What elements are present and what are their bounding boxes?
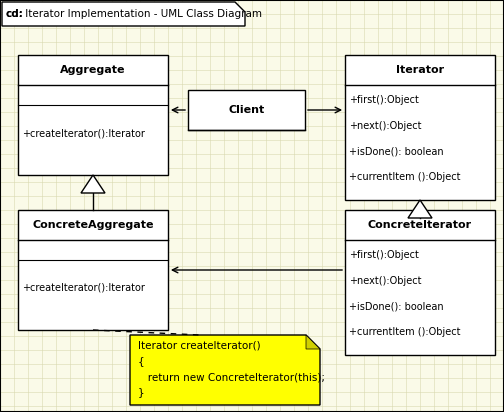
Text: ConcreteAggregate: ConcreteAggregate: [32, 220, 154, 230]
Text: {: {: [138, 356, 145, 366]
Text: Iterator createIterator(): Iterator createIterator(): [138, 341, 261, 351]
Bar: [188, 90, 305, 130]
Text: cd:: cd:: [6, 9, 24, 19]
Text: +currentItem ():Object: +currentItem ():Object: [349, 172, 461, 182]
Text: +currentItem ():Object: +currentItem ():Object: [349, 327, 461, 337]
Text: }: }: [138, 388, 145, 398]
Text: +createIterator():Iterator: +createIterator():Iterator: [22, 128, 145, 138]
Polygon shape: [408, 200, 432, 218]
Polygon shape: [81, 175, 105, 193]
Text: +next():Object: +next():Object: [349, 276, 421, 286]
Text: +createIterator():Iterator: +createIterator():Iterator: [22, 283, 145, 293]
Polygon shape: [130, 335, 320, 405]
Bar: [345, 55, 495, 200]
Polygon shape: [2, 2, 245, 26]
Text: return new ConcreteIterator(this);: return new ConcreteIterator(this);: [138, 372, 325, 382]
Polygon shape: [306, 335, 320, 349]
Text: cd: Iterator Implementation - UML Class Diagram: cd: Iterator Implementation - UML Class …: [6, 9, 262, 19]
Bar: [345, 210, 495, 355]
Text: +first():Object: +first():Object: [349, 95, 419, 105]
Text: Aggregate: Aggregate: [60, 65, 126, 75]
Bar: [18, 55, 168, 175]
Text: +isDone(): boolean: +isDone(): boolean: [349, 146, 444, 157]
Text: Iterator: Iterator: [396, 65, 444, 75]
Text: +first():Object: +first():Object: [349, 250, 419, 260]
Text: Client: Client: [228, 105, 265, 115]
Text: ConcreteIterator: ConcreteIterator: [368, 220, 472, 230]
Text: +next():Object: +next():Object: [349, 121, 421, 131]
Bar: [18, 210, 168, 330]
Text: +isDone(): boolean: +isDone(): boolean: [349, 302, 444, 311]
